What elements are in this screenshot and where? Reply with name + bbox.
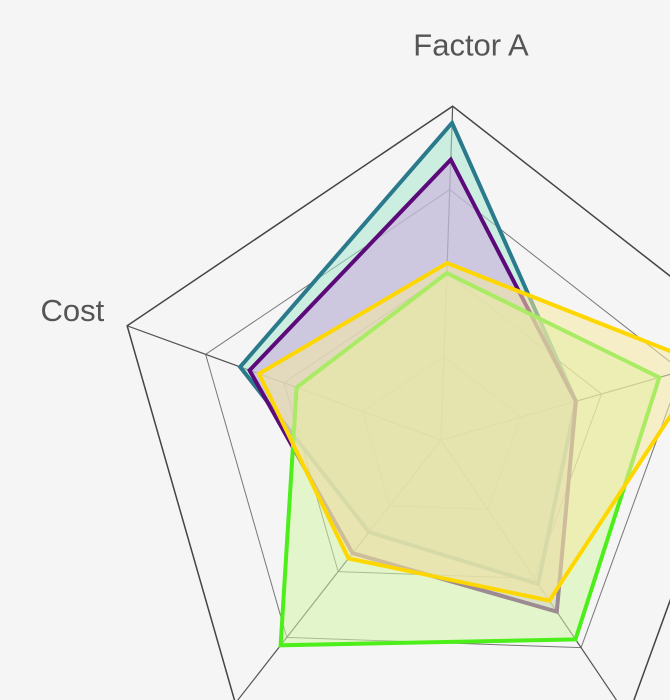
series-area bbox=[256, 260, 670, 603]
axis-label: Cost bbox=[40, 293, 104, 328]
axis-label: Factor A bbox=[413, 28, 529, 63]
grid-ring bbox=[126, 105, 670, 700]
